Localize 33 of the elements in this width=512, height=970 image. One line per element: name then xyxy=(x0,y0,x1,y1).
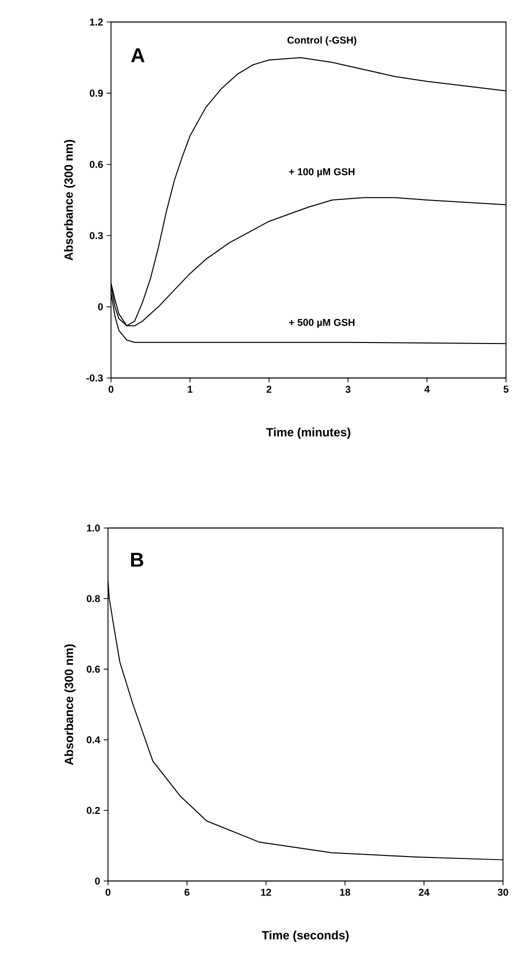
y-tick-label: 0.2 xyxy=(86,806,100,814)
y-tick-label: -0.3 xyxy=(86,374,103,382)
x-tick-label: 12 xyxy=(261,888,272,896)
y-tick-label: 0.9 xyxy=(90,90,103,97)
y-tick-label: 1.2 xyxy=(90,18,103,26)
y-tick-label: 0.4 xyxy=(86,736,100,744)
y-tick-label: 0.8 xyxy=(86,595,100,602)
x-tick-label: 5 xyxy=(504,386,508,393)
x-tick-label: 1 xyxy=(188,386,192,393)
x-tick-label: 30 xyxy=(498,888,508,896)
series-label: Control (-GSH) xyxy=(287,36,356,46)
y-tick-label: 0 xyxy=(98,303,103,310)
y-tick-label: 0.6 xyxy=(90,160,103,168)
y-tick-label: 0.6 xyxy=(86,666,100,673)
x-tick-label: 18 xyxy=(340,888,350,896)
x-tick-label: 2 xyxy=(266,386,272,393)
y-tick-label: 1.0 xyxy=(86,524,100,532)
x-axis-title: Time (seconds) xyxy=(262,930,349,942)
annotation: B xyxy=(131,552,144,567)
x-tick-label: 6 xyxy=(184,888,190,896)
x-tick-label: 24 xyxy=(418,888,430,896)
x-axis-title: Time (minutes) xyxy=(266,428,350,439)
y-axis-title: Absorbance (300 nm) xyxy=(64,140,76,260)
x-tick-label: 0 xyxy=(106,888,110,896)
text: + 100 µM GSH xyxy=(289,168,354,178)
y-tick-label: 0.3 xyxy=(90,232,103,240)
y-axis-title: Absorbance (300 nm) xyxy=(64,644,76,765)
y-tick-label: 0 xyxy=(95,877,100,885)
x-tick-label: 0 xyxy=(108,386,114,393)
series-label: + 500 µM GSH xyxy=(289,318,354,328)
x-tick-label: 3 xyxy=(345,386,350,393)
x-tick-label: 4 xyxy=(424,386,430,393)
annotation: A xyxy=(131,48,144,62)
